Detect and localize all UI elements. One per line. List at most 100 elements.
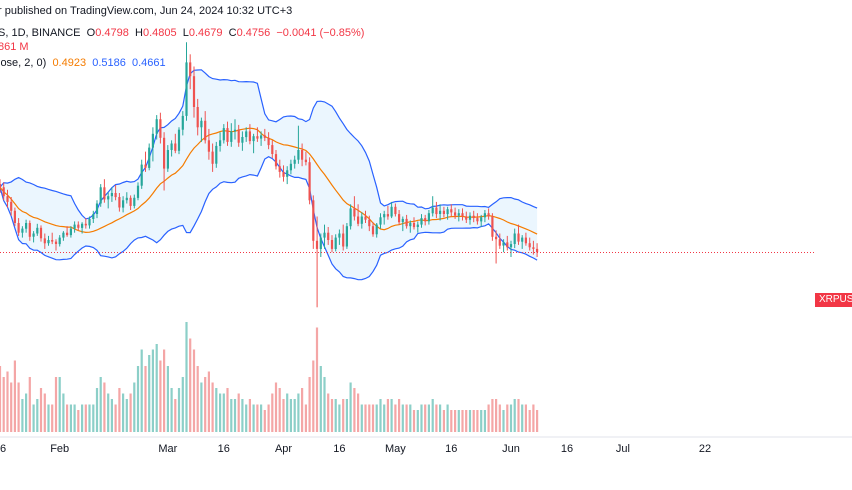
candle-body: [412, 223, 416, 228]
candle-body: [502, 242, 505, 246]
candle-body: [524, 237, 527, 244]
candle-body: [424, 218, 427, 222]
candle-body: [487, 213, 490, 217]
candle-body: [77, 224, 80, 228]
candle-body: [401, 218, 404, 223]
volume-bar: [468, 410, 472, 432]
candle-body: [92, 214, 95, 219]
volume-bar: [163, 349, 166, 432]
volume-bar: [472, 410, 475, 432]
volume-bar: [446, 404, 449, 432]
candle-body: [103, 187, 106, 200]
bb-basis-value: 0.4923: [52, 57, 87, 69]
volume-bar: [375, 404, 378, 432]
volume-bar: [84, 404, 87, 432]
volume-bar: [103, 382, 106, 432]
candle-body: [293, 159, 296, 164]
volume-bar: [196, 366, 199, 432]
volume-bar: [345, 399, 348, 432]
volume-bar: [148, 355, 151, 432]
time-tick-label: 16: [561, 443, 573, 455]
volume-bar: [10, 382, 13, 432]
candle-body: [521, 237, 524, 242]
volume-bar: [327, 393, 330, 432]
volume-bar: [207, 371, 210, 432]
candle-body: [207, 140, 210, 152]
last-price-tag: XRPUSD: [815, 293, 852, 307]
ohlc-legend[interactable]: S, 1D, BINANCE O0.4798 H0.4805 L0.4679 C…: [0, 26, 364, 40]
candle-body: [375, 224, 378, 235]
symbol-line: S, 1D, BINANCE: [0, 27, 81, 39]
candle-body: [0, 184, 2, 188]
candle-body: [219, 140, 222, 146]
volume-bar: [69, 404, 72, 432]
candle-body: [416, 224, 419, 227]
candle-body: [10, 201, 13, 211]
publish-text: r published on TradingView.com, Jun 24, …: [0, 5, 293, 17]
candle-body: [99, 187, 102, 204]
volume-legend[interactable]: 861 M: [0, 40, 29, 54]
candle-body: [509, 244, 513, 248]
candle-body: [297, 150, 300, 160]
volume-bar: [457, 410, 460, 432]
candle-body: [454, 212, 457, 216]
candle-body: [315, 240, 319, 249]
candle-body: [215, 145, 218, 164]
close-label: C: [228, 27, 237, 39]
candle-body: [189, 62, 192, 77]
candle-body: [513, 233, 516, 244]
volume-bar: [286, 393, 289, 432]
candle-body: [151, 133, 154, 148]
candle-body: [263, 135, 266, 138]
candle-body: [125, 197, 128, 201]
candle-body: [312, 200, 315, 241]
candle-body: [245, 131, 248, 138]
volume-bar: [368, 404, 371, 432]
candle-body: [386, 214, 389, 217]
candle-body: [133, 197, 136, 206]
volume-bar: [267, 404, 270, 432]
candle-body: [114, 193, 117, 198]
volume-bar: [364, 404, 367, 432]
candle-body: [6, 196, 9, 202]
volume-bar: [256, 404, 259, 432]
candle-body: [54, 241, 58, 244]
volume-bar: [454, 410, 457, 432]
volume-bar: [222, 393, 225, 432]
candle-body: [327, 232, 330, 240]
volume-bar: [513, 399, 516, 432]
bollinger-legend[interactable]: lose, 2, 0) 0.4923 0.5186 0.4661: [0, 56, 166, 70]
volume-bar: [274, 382, 278, 432]
candle-body: [170, 143, 173, 150]
time-tick-label: May: [385, 443, 406, 455]
volume-bar: [360, 404, 363, 432]
candle-body: [177, 129, 181, 151]
volume-bar: [200, 382, 203, 432]
volume-bar: [43, 393, 46, 432]
candle-body: [155, 119, 158, 134]
volume-bar: [166, 366, 169, 432]
candle-body: [506, 242, 509, 248]
candle-body: [17, 223, 20, 233]
candle-body: [274, 154, 278, 167]
volume-bar: [293, 399, 296, 432]
volume-bar: [260, 404, 263, 432]
candle-body: [446, 209, 449, 215]
candle-body: [13, 210, 16, 223]
volume-bar: [36, 399, 39, 432]
volume-bar: [412, 410, 416, 432]
volume-bar: [189, 338, 192, 432]
volume-bar: [118, 388, 121, 432]
volume-bar: [17, 382, 20, 432]
volume-bar: [498, 404, 501, 432]
volume-bar: [263, 410, 266, 432]
candle-body: [364, 216, 367, 220]
candle-body: [252, 136, 255, 142]
bollinger-bands-layer: [0, 69, 538, 281]
volume-bar: [95, 388, 99, 432]
volume-bar: [129, 393, 132, 432]
volume-bar: [88, 404, 91, 432]
candle-body: [148, 147, 151, 168]
